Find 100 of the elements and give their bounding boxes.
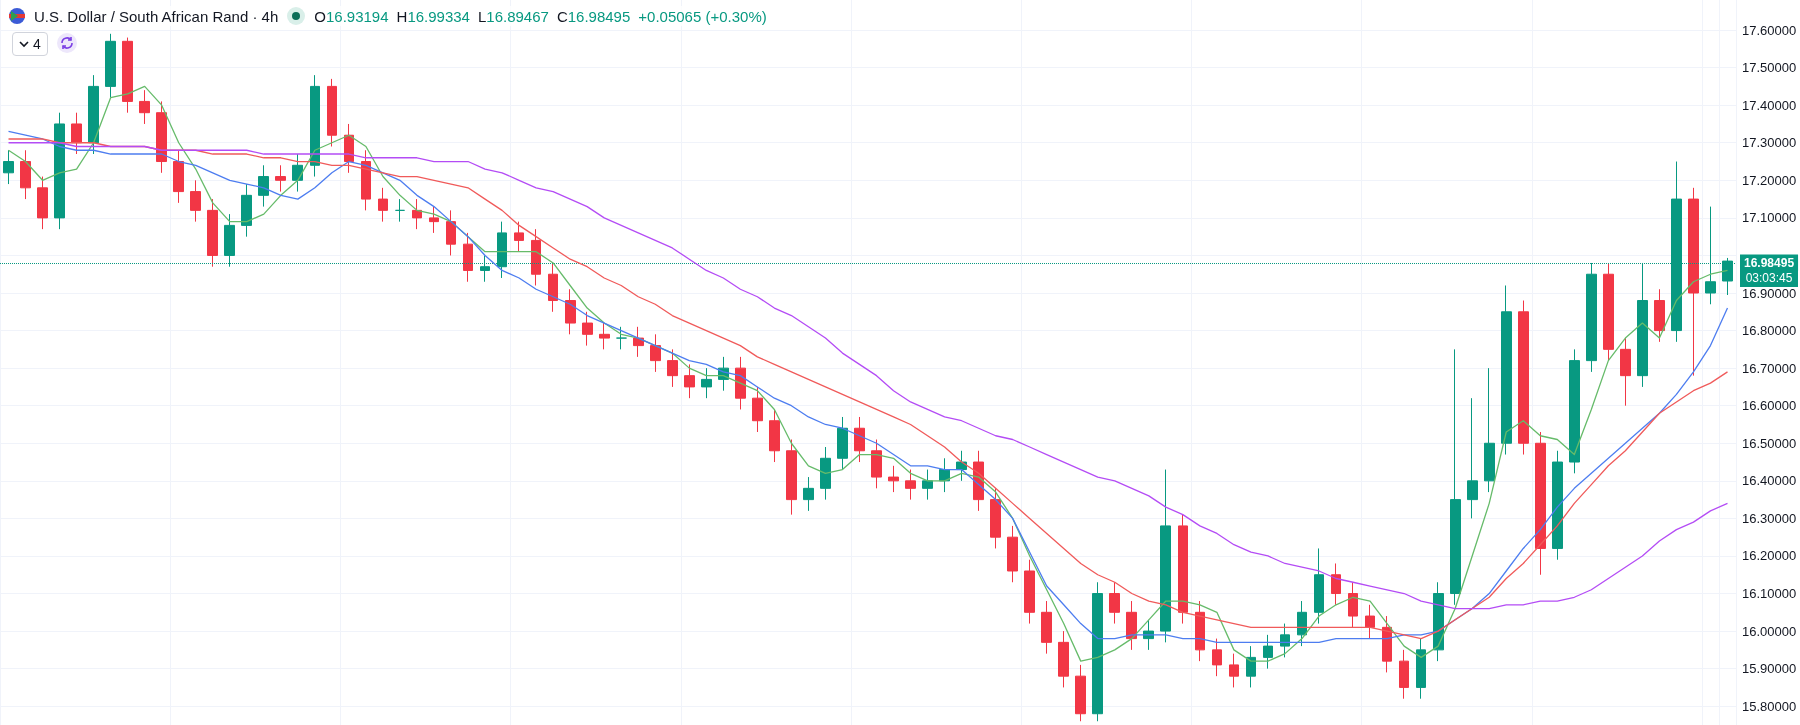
candlestick <box>139 89 150 125</box>
candlestick <box>905 469 916 501</box>
candlestick <box>1654 288 1665 343</box>
candlestick <box>1620 337 1631 407</box>
candlestick <box>463 232 473 283</box>
candlestick <box>854 416 865 463</box>
annotation: +0.05065 (+0.30%) <box>638 7 767 25</box>
candlestick <box>514 221 524 253</box>
candlestick <box>173 149 184 204</box>
candlestick <box>1365 604 1375 640</box>
candlestick <box>1195 600 1205 662</box>
candlestick <box>633 326 644 358</box>
candlestick <box>3 149 14 185</box>
candlestick <box>565 288 576 335</box>
candlestick <box>1297 600 1307 647</box>
candlestick <box>1348 581 1358 628</box>
candlestick <box>310 74 320 178</box>
candlestick <box>1450 348 1461 606</box>
candlestick <box>1501 284 1512 456</box>
candlestick <box>684 363 695 399</box>
candlestick <box>1212 638 1222 677</box>
candlestick <box>939 457 950 493</box>
annotation: 4 <box>33 36 41 52</box>
candlestick <box>599 322 610 350</box>
y-tick-label: 17.40000 <box>1742 97 1797 113</box>
candlestick <box>650 333 661 373</box>
candlestick <box>531 228 541 286</box>
candlestick <box>1535 431 1546 576</box>
y-tick-label: 16.20000 <box>1742 548 1797 564</box>
candlestick <box>1007 525 1018 583</box>
candlestick <box>54 112 65 230</box>
candlestick <box>1041 600 1052 655</box>
candlestick <box>1416 638 1426 700</box>
annotation: L16.89467 <box>477 7 549 25</box>
y-tick-label: 15.90000 <box>1742 661 1797 677</box>
candlestick <box>20 149 31 200</box>
y-tick-label: 17.10000 <box>1742 210 1797 226</box>
candlestick <box>207 198 218 268</box>
candlestick <box>1314 547 1324 625</box>
y-tick-label: 16.90000 <box>1742 285 1797 301</box>
y-tick-label: 16.80000 <box>1742 323 1797 339</box>
candlestick <box>292 153 303 193</box>
candlestick <box>1433 581 1444 662</box>
candlestick <box>1160 469 1171 643</box>
candlestick <box>190 179 201 223</box>
candlestick <box>71 112 82 155</box>
candlestick <box>1603 262 1614 362</box>
candlestick <box>701 367 712 399</box>
candlestick <box>1518 300 1529 456</box>
candlestick <box>803 476 814 512</box>
candlestick <box>820 446 831 501</box>
candlestick <box>1126 600 1137 651</box>
candlestick <box>241 183 252 238</box>
candlestick <box>735 356 746 410</box>
candlestick <box>871 439 882 489</box>
y-tick-label: 16.30000 <box>1742 510 1797 526</box>
candlestick <box>752 386 763 433</box>
candlestick <box>258 164 269 208</box>
candlestick <box>275 164 286 193</box>
candlestick <box>1109 581 1120 625</box>
candlestick <box>667 348 678 388</box>
y-tick-label: 15.80000 <box>1742 698 1797 714</box>
text: U.S. Dollar / South African Rand · 4h <box>34 7 279 25</box>
y-tick-label: 16.70000 <box>1742 360 1797 376</box>
candlestick <box>1569 348 1580 474</box>
candlestick <box>582 311 593 347</box>
candlestick <box>88 74 99 155</box>
annotation: O16.93194 <box>314 7 389 25</box>
candlestick <box>1075 664 1086 722</box>
candlestick <box>446 209 456 256</box>
candlestick <box>1058 630 1069 688</box>
ref-line-label: 16.98495 <box>1744 255 1795 270</box>
candlestick <box>378 187 388 223</box>
candlestick <box>1280 623 1290 658</box>
candlestick <box>1263 634 1273 670</box>
y-tick-label: 17.60000 <box>1742 22 1797 38</box>
candlestick <box>1399 649 1409 700</box>
candlestick <box>1246 645 1256 688</box>
candlestick <box>1178 514 1188 625</box>
annotation: C16.98495 <box>556 7 631 25</box>
candlestick <box>837 416 848 471</box>
candlestick <box>327 78 337 147</box>
candlestick <box>429 206 439 234</box>
text: 03:03:45 <box>1740 270 1798 288</box>
candlestick <box>122 37 133 114</box>
y-tick-label: 17.50000 <box>1742 60 1797 76</box>
candlestick <box>361 149 371 211</box>
candlestick <box>105 33 116 99</box>
candlestick <box>786 439 797 516</box>
y-tick-label: 17.20000 <box>1742 172 1797 188</box>
candlestick <box>1143 619 1154 651</box>
candlestick <box>1382 615 1392 673</box>
candlestick <box>156 100 167 174</box>
candlestick <box>1229 653 1239 688</box>
candlestick <box>548 262 558 313</box>
candlestick <box>888 465 899 493</box>
candlestick <box>1467 397 1478 519</box>
candlestick <box>37 176 48 230</box>
candlestick <box>1092 581 1103 722</box>
candlestick <box>616 326 627 350</box>
